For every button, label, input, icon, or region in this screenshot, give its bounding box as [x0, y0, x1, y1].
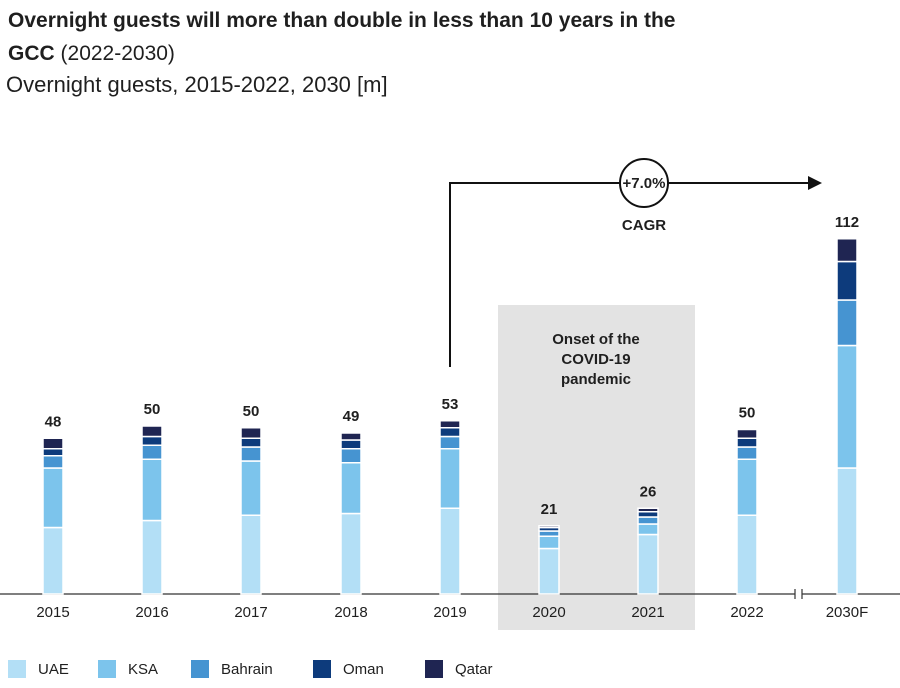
legend-swatch-oman [313, 660, 331, 678]
legend-swatch-uae [8, 660, 26, 678]
bar-segment-oman [141, 435, 163, 446]
bar-segment-uae [538, 547, 560, 595]
covid-annotation-line: Onset of the [552, 331, 640, 348]
bar-segment-ksa [439, 448, 461, 509]
legend-swatch-qatar [425, 660, 443, 678]
bar-segment-ksa [141, 458, 163, 522]
legend-label: Bahrain [221, 661, 273, 678]
bar-segment-ksa [42, 467, 64, 529]
bar-segment-qatar [836, 238, 858, 263]
bar-segment-qatar [42, 437, 64, 450]
bar-segment-bahrain [637, 516, 659, 525]
x-tick-label: 2019 [433, 604, 466, 621]
bar-total-label: 21 [541, 501, 558, 518]
bar-segment-ksa [538, 535, 560, 550]
x-tick-label: 2022 [730, 604, 763, 621]
bar-segment-ksa [340, 462, 362, 515]
cagr-value: +7.0% [623, 175, 666, 192]
bar-total-label: 48 [45, 413, 62, 430]
bar-segment-oman [836, 260, 858, 301]
covid-annotation-line: COVID-19 [561, 351, 630, 368]
bar-segment-oman [637, 511, 659, 518]
bar-segment-bahrain [141, 444, 163, 460]
bar-segment-uae [637, 533, 659, 595]
chart-title: Overnight guests will more than double i… [8, 4, 888, 70]
bar-segment-ksa [637, 523, 659, 536]
bar-segment-oman [736, 437, 758, 448]
covid-highlight-region [498, 305, 695, 630]
legend-label: UAE [38, 661, 69, 678]
x-tick-label: 2016 [135, 604, 168, 621]
x-tick-label: 2030F [826, 604, 869, 621]
chart-title-bold-2: GCC [8, 42, 55, 65]
bar-segment-uae [42, 526, 64, 595]
legend-swatch-ksa [98, 660, 116, 678]
bar-segment-ksa [240, 460, 262, 516]
legend-label: KSA [128, 661, 158, 678]
covid-annotation-line: pandemic [561, 371, 631, 388]
bar-segment-oman [439, 427, 461, 438]
bar-total-label: 50 [739, 405, 756, 422]
bar-segment-qatar [538, 525, 560, 529]
bar-segment-bahrain [538, 530, 560, 537]
cagr-circle [619, 158, 669, 208]
cagr-arrow-head [808, 176, 822, 190]
bar-segment-bahrain [340, 448, 362, 464]
bar-total-label: 50 [144, 401, 161, 418]
bar-segment-bahrain [42, 455, 64, 469]
bar-segment-oman [340, 439, 362, 450]
legend-label: Qatar [455, 661, 493, 678]
bar-segment-qatar [141, 425, 163, 438]
bar-segment-uae [240, 514, 262, 595]
bar-segment-qatar [439, 420, 461, 429]
bar-total-label: 26 [640, 483, 657, 500]
bar-segment-bahrain [836, 299, 858, 347]
bar-segment-ksa [836, 344, 858, 469]
chart-title-years: (2022-2030) [60, 42, 175, 65]
bar-segment-oman [240, 437, 262, 448]
chart-title-bold: Overnight guests will more than double i… [8, 9, 676, 32]
bar-segment-qatar [736, 428, 758, 439]
bar-segment-uae [439, 507, 461, 595]
bar-total-label: 50 [243, 403, 260, 420]
bar-segment-uae [141, 519, 163, 595]
bar-total-label: 53 [442, 396, 459, 413]
cagr-label: CAGR [622, 217, 666, 234]
chart-subtitle: Overnight guests, 2015-2022, 2030 [m] [6, 72, 388, 97]
bar-segment-uae [340, 512, 362, 595]
legend-label: Oman [343, 661, 384, 678]
bar-segment-ksa [736, 458, 758, 516]
x-tick-label: 2018 [334, 604, 367, 621]
cagr-arrow-line [449, 182, 810, 367]
x-tick-label: 2021 [631, 604, 664, 621]
x-tick-label: 2015 [36, 604, 69, 621]
legend-swatch-bahrain [191, 660, 209, 678]
bar-total-label: 49 [343, 408, 360, 425]
bar-segment-qatar [240, 427, 262, 439]
x-tick-label: 2020 [532, 604, 565, 621]
bar-total-label: 112 [835, 214, 859, 231]
x-tick-label: 2017 [234, 604, 267, 621]
bar-segment-uae [736, 514, 758, 595]
bar-segment-bahrain [736, 446, 758, 460]
bar-segment-qatar [340, 432, 362, 441]
bar-segment-oman [42, 448, 64, 457]
bar-segment-qatar [637, 507, 659, 513]
bar-segment-bahrain [240, 446, 262, 462]
bar-segment-uae [836, 467, 858, 595]
bar-segment-bahrain [439, 435, 461, 450]
